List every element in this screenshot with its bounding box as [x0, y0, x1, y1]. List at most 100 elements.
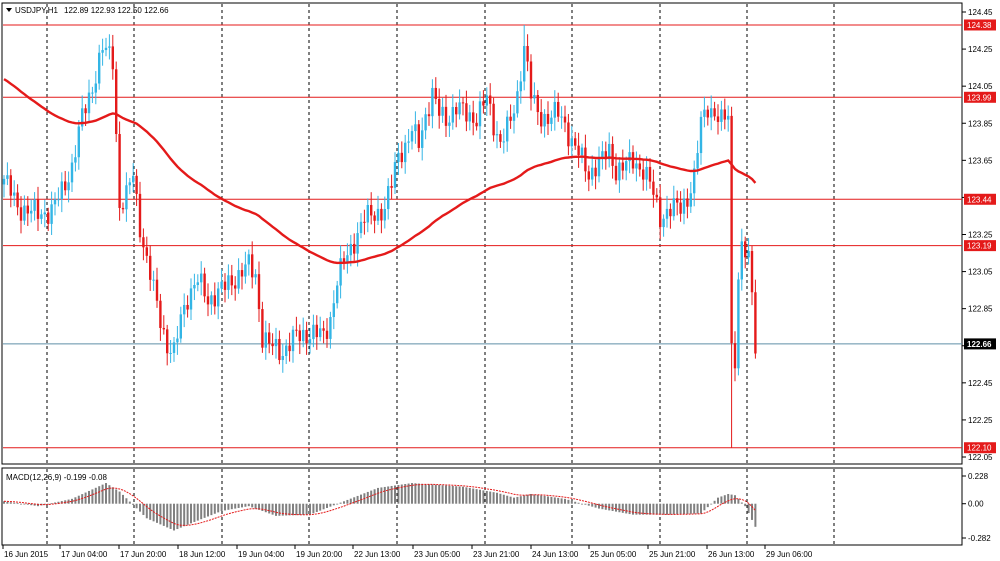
macd-bar — [288, 503, 291, 516]
macd-bar — [591, 503, 594, 507]
level-price-tag-label: 123.99 — [967, 93, 992, 102]
candle-body — [438, 98, 441, 116]
macd-bar — [159, 503, 162, 525]
time-tick-label: 18 Jun 12:00 — [179, 550, 226, 559]
dropdown-triangle-icon[interactable] — [6, 8, 12, 12]
price-tick-label: 123.85 — [968, 119, 993, 128]
macd-bar — [672, 503, 675, 515]
macd-bar — [268, 503, 271, 514]
macd-bar — [666, 503, 668, 515]
candle-body — [213, 295, 216, 307]
macd-bar — [523, 495, 526, 504]
macd-bar — [115, 489, 118, 504]
candle-body — [499, 134, 502, 142]
time-tick-label: 29 Jun 06:00 — [766, 550, 813, 559]
macd-bar — [23, 503, 26, 505]
time-tick-label: 23 Jun 05:00 — [414, 550, 461, 559]
macd-bar — [281, 503, 284, 516]
macd-bar — [128, 501, 131, 504]
macd-bar — [390, 485, 393, 504]
candle-body — [359, 221, 363, 234]
candle-body — [676, 198, 679, 203]
candle-body — [142, 237, 145, 248]
macd-bar — [485, 490, 488, 504]
candle-body — [444, 106, 448, 126]
candle-body — [339, 258, 342, 286]
candle-body — [380, 208, 383, 221]
candle-body — [523, 45, 526, 82]
candle-body — [47, 212, 50, 224]
candle-body — [550, 117, 553, 124]
macd-bar — [513, 497, 515, 504]
candle-body — [472, 112, 475, 123]
macd-bar — [176, 503, 179, 530]
macd-bar — [224, 503, 226, 511]
candle-body — [727, 115, 730, 120]
candle-body — [489, 95, 492, 104]
candle-body — [383, 209, 386, 221]
macd-bar — [747, 503, 750, 514]
candle-body — [563, 116, 567, 123]
candle-body — [577, 145, 580, 156]
macd-bar — [336, 503, 339, 505]
macd-bar — [251, 503, 254, 508]
candle-body — [584, 147, 587, 172]
macd-bar — [370, 490, 373, 504]
macd-bar — [458, 486, 461, 504]
macd-tick-label: -0.282 — [968, 534, 991, 543]
candle-body — [13, 192, 16, 196]
candle-body — [138, 193, 142, 238]
macd-bar — [315, 503, 318, 512]
candle-body — [87, 92, 91, 114]
level-price-tag — [964, 442, 996, 454]
candle-body — [332, 303, 335, 318]
candle-body — [166, 329, 169, 354]
candle-body — [57, 199, 60, 201]
candle-body — [730, 115, 733, 344]
candle-body — [84, 108, 87, 114]
candle-body — [125, 185, 128, 210]
candle-body — [162, 327, 165, 330]
macd-bar — [587, 503, 590, 506]
macd-bar — [594, 503, 597, 508]
candle-body — [648, 166, 652, 182]
macd-bar — [713, 500, 716, 504]
macd-bar — [645, 503, 648, 515]
candle-body — [261, 309, 264, 348]
macd-bar — [132, 503, 135, 505]
macd-bar — [193, 503, 196, 522]
macd-plot-frame — [1, 467, 963, 546]
candle-body — [614, 165, 618, 181]
macd-bar — [285, 503, 288, 516]
candle-body — [308, 339, 312, 344]
time-axis: 16 Jun 2015 17 Jun 04:00 17 Jun 20:00 18 Ju… — [2, 545, 813, 559]
macd-bar — [482, 490, 485, 504]
macd-bar — [295, 503, 298, 516]
candle-body — [747, 251, 750, 258]
macd-bar — [186, 503, 189, 525]
candle-body — [716, 116, 720, 122]
macd-bar — [496, 492, 498, 504]
macd-label: MACD(12,26,9) -0.199 -0.08 — [6, 473, 107, 482]
macd-signal-line — [3, 483, 756, 526]
candle-body — [353, 243, 356, 254]
macd-bar — [574, 501, 577, 504]
candle-body — [638, 163, 641, 170]
candle-body — [713, 108, 716, 117]
price-tick-label: 122.25 — [968, 416, 993, 425]
candle-body — [512, 113, 516, 121]
candle-body — [217, 288, 220, 307]
candle-body — [560, 116, 563, 118]
macd-bar — [169, 503, 172, 529]
candle-body — [19, 207, 23, 221]
macd-bar — [696, 503, 699, 514]
candle-body — [536, 95, 539, 113]
level-price-tag — [964, 240, 996, 252]
candle-body — [210, 295, 213, 305]
macd-bar — [710, 503, 713, 505]
candle-body — [111, 46, 114, 70]
candle-body — [70, 162, 74, 183]
candle-body — [417, 124, 420, 148]
horizontal-levels — [3, 24, 962, 449]
candle-body — [693, 168, 696, 194]
